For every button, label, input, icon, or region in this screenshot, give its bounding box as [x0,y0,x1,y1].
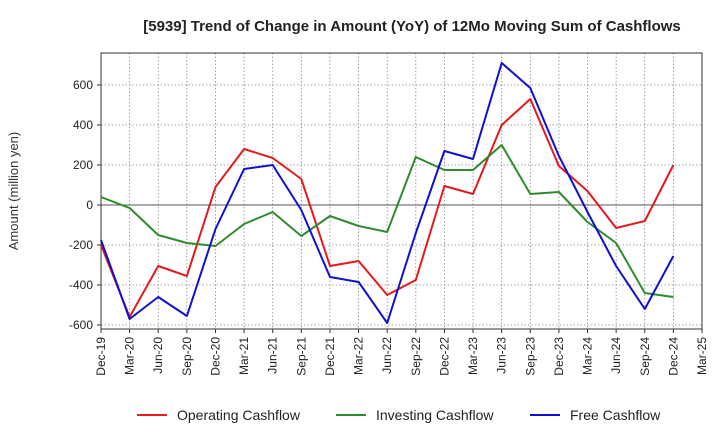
x-tick-label: Jun-22 [380,337,394,374]
legend-label: Investing Cashflow [376,407,494,423]
y-tick-label: -600 [69,318,93,332]
series-line-investing-cashflow [100,144,674,298]
x-tick-label: Sep-21 [294,337,308,376]
x-tick-label: Dec-21 [323,337,337,376]
legend-label: Free Cashflow [570,407,661,423]
x-tick-label: Dec-24 [666,337,680,376]
x-tick-label: Jun-23 [495,337,509,374]
x-tick-label: Jun-24 [609,337,623,374]
x-tick-label: Jun-21 [266,337,280,374]
y-tick-label: 600 [73,78,93,92]
plot-frame [100,52,703,330]
x-tick-label: Dec-19 [94,337,108,376]
x-tick-label: Mar-23 [466,337,480,375]
legend-label: Operating Cashflow [177,407,301,423]
x-tick-label: Sep-22 [409,337,423,376]
x-tick-label: Mar-25 [695,337,709,375]
x-tick-label: Sep-24 [638,337,652,376]
y-axis-label: Amount (million yen) [6,132,21,251]
y-tick-label: -200 [69,238,93,252]
series-line-operating-cashflow [100,98,675,318]
x-tick-label: Mar-21 [237,337,251,375]
x-tick-label: Dec-20 [208,337,222,376]
x-tick-label: Dec-22 [437,337,451,376]
series-line-free-cashflow [100,62,675,324]
y-tick-label: 200 [73,158,93,172]
y-tick-label: -400 [69,278,93,292]
x-tick-label: Jun-20 [151,337,165,374]
y-tick-label: 400 [73,118,93,132]
x-axis: Dec-19 Mar-20 Jun-20 Sep-20 Dec-20 Mar-21 Jun-… [94,329,709,376]
legend: Operating Cashflow Investing Cashflow Free… [137,407,661,423]
x-tick-label: Mar-22 [352,337,366,375]
series-group [100,62,675,324]
x-tick-label: Dec-23 [552,337,566,376]
x-tick-label: Mar-24 [581,337,595,375]
y-tick-label: 0 [86,198,93,212]
x-tick-label: Sep-23 [523,337,537,376]
x-tick-label: Sep-20 [180,337,194,376]
chart-title: [5939] Trend of Change in Amount (YoY) o… [143,18,681,35]
x-tick-label: Mar-20 [123,337,137,375]
y-axis: 600 400 200 0 -200 -400 -600 [69,78,101,332]
